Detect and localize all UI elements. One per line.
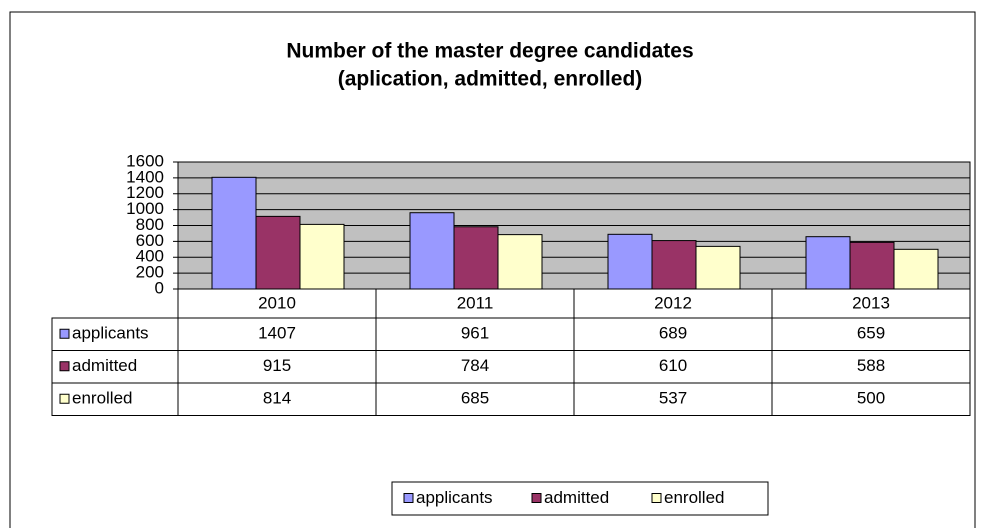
bar xyxy=(805,236,851,290)
table-legend-key xyxy=(59,328,70,339)
x-tick-label: 2011 xyxy=(457,293,494,312)
table-cell: 961 xyxy=(461,324,489,343)
x-tick-label: 2010 xyxy=(258,293,296,312)
table-legend-key xyxy=(59,393,70,404)
table-cell: 784 xyxy=(461,356,489,375)
table-cell: 1407 xyxy=(258,324,296,343)
y-tick-label: 1200 xyxy=(126,183,164,202)
table-row-label: applicants xyxy=(72,324,149,343)
y-tick-label: 600 xyxy=(136,231,164,250)
bar xyxy=(497,234,543,290)
table-cell: 685 xyxy=(461,389,489,408)
legend-label: enrolled xyxy=(664,488,725,507)
table-cell: 915 xyxy=(263,356,291,375)
table-legend-key xyxy=(59,361,70,372)
table-row-label: enrolled xyxy=(72,389,133,408)
y-tick-label: 1400 xyxy=(126,167,164,186)
table-cell: 588 xyxy=(857,356,885,375)
bar xyxy=(453,226,499,290)
y-tick-label: 800 xyxy=(136,215,164,234)
bar xyxy=(893,248,939,290)
table-cell: 500 xyxy=(857,389,885,408)
legend-swatch xyxy=(531,493,542,503)
bar xyxy=(299,223,345,290)
y-tick-label: 1000 xyxy=(126,199,164,218)
legend-label: admitted xyxy=(544,488,609,507)
table-cell: 689 xyxy=(659,324,687,343)
chart-title: Number of the master degree candidates xyxy=(286,40,693,63)
bar xyxy=(409,212,455,290)
bar xyxy=(255,215,301,290)
bar xyxy=(849,241,895,290)
legend-label: applicants xyxy=(416,488,493,507)
x-tick-label: 2013 xyxy=(852,293,890,312)
legend-swatch xyxy=(403,493,414,503)
y-tick-label: 1600 xyxy=(126,151,164,170)
legend-swatch xyxy=(651,493,662,503)
bar xyxy=(607,233,653,290)
bar xyxy=(211,176,257,290)
chart-subtitle: (aplication, admitted, enrolled) xyxy=(338,68,643,91)
table-row-label: admitted xyxy=(72,356,137,375)
bar xyxy=(695,245,741,290)
bar xyxy=(651,240,697,290)
y-tick-label: 200 xyxy=(136,263,164,282)
y-tick-label: 0 xyxy=(155,278,164,297)
table-cell: 814 xyxy=(263,389,291,408)
y-tick-label: 400 xyxy=(136,247,164,266)
x-tick-label: 2012 xyxy=(654,293,692,312)
table-cell: 537 xyxy=(659,389,687,408)
table-cell: 659 xyxy=(857,324,885,343)
legend-frame xyxy=(391,481,769,516)
table-cell: 610 xyxy=(659,356,687,375)
